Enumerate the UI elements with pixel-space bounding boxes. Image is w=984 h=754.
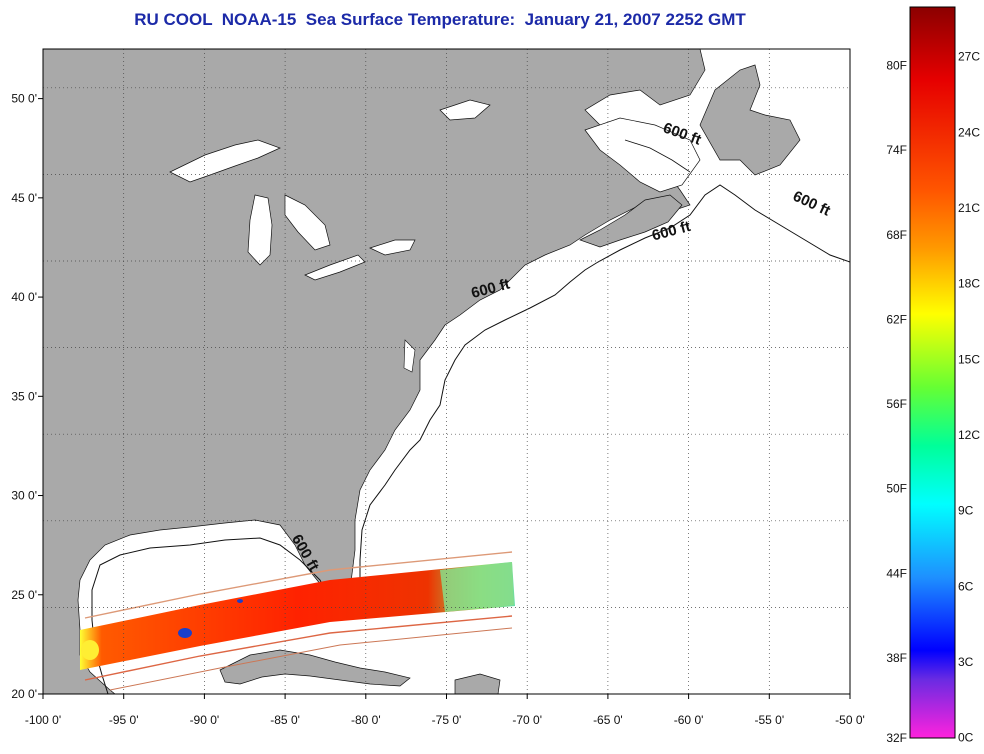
lon-tick-label: -90 0' — [190, 713, 220, 727]
nova-scotia-land — [579, 194, 683, 248]
lat-tick-label: 25 0' — [11, 588, 37, 602]
lat-tick-label: 30 0' — [11, 489, 37, 503]
colorbar-c-label: 21C — [958, 201, 980, 215]
colorbar-f-label: 62F — [886, 312, 907, 326]
map-graticule — [43, 49, 850, 694]
colorbar-c-label: 12C — [958, 428, 980, 442]
lake-ontario — [369, 239, 416, 256]
lat-tick-label: 35 0' — [11, 389, 37, 403]
latitude-ticks: 20 0' 25 0' 30 0' 35 0' 40 0' 45 0' 50 0' — [11, 92, 43, 701]
sst-cold-patch-small — [237, 599, 243, 603]
longitude-ticks: -100 0' -95 0' -90 0' -85 0' -80 0' -75 0' -70… — [25, 694, 865, 727]
colorbar: 80F 74F 68F 62F 56F 50F 44F 38F 32F 27C 24C 21C 18C… — [886, 6, 980, 745]
sst-swath-fringe-bottom2 — [109, 627, 513, 691]
colorbar-c-label: 3C — [958, 655, 974, 669]
colorbar-gradient — [909, 6, 956, 739]
hudson-bay-lakes — [439, 99, 491, 121]
lake-erie — [304, 254, 366, 281]
colorbar-f-label: 44F — [886, 566, 907, 580]
sst-swath-band — [80, 562, 515, 670]
lon-tick-label: -70 0' — [512, 713, 542, 727]
colorbar-c-label: 27C — [958, 50, 980, 64]
colorbar-f-label: 50F — [886, 482, 907, 496]
colorbar-fahrenheit-labels: 80F 74F 68F 62F 56F 50F 44F 38F 32F — [886, 58, 907, 745]
lat-tick-label: 50 0' — [11, 92, 37, 106]
gulf-st-lawrence — [584, 117, 701, 193]
colorbar-f-label: 32F — [886, 731, 907, 745]
sst-cold-patch — [178, 628, 192, 638]
lat-tick-label: 40 0' — [11, 290, 37, 304]
colorbar-c-label: 15C — [958, 352, 980, 366]
colorbar-f-label: 56F — [886, 397, 907, 411]
lon-tick-label: -85 0' — [270, 713, 300, 727]
colorbar-f-label: 38F — [886, 651, 907, 665]
lon-tick-label: -55 0' — [754, 713, 784, 727]
colorbar-c-label: 9C — [958, 504, 974, 518]
lon-tick-label: -75 0' — [432, 713, 462, 727]
colorbar-f-label: 68F — [886, 228, 907, 242]
lake-huron — [284, 194, 331, 251]
colorbar-c-label: 6C — [958, 579, 974, 593]
sst-warm-yellow — [81, 640, 99, 660]
isobath-600ft-north — [359, 184, 850, 580]
lake-michigan — [247, 194, 273, 266]
great-lakes — [169, 99, 491, 281]
lon-tick-label: -60 0' — [674, 713, 704, 727]
colorbar-c-label: 0C — [958, 731, 974, 745]
sst-swath — [80, 551, 515, 691]
lake-superior — [169, 139, 281, 183]
lon-tick-label: -80 0' — [351, 713, 381, 727]
lon-tick-label: -65 0' — [593, 713, 623, 727]
sst-swath-fringe-bottom — [84, 615, 513, 681]
colorbar-f-label: 74F — [886, 143, 907, 157]
lon-tick-label: -100 0' — [25, 713, 61, 727]
colorbar-c-label: 18C — [958, 277, 980, 291]
map-title: RU COOL NOAA-15 Sea Surface Temperature:… — [134, 10, 746, 29]
lon-tick-label: -95 0' — [109, 713, 139, 727]
colorbar-c-label: 24C — [958, 125, 980, 139]
chesapeake-bay — [403, 339, 416, 373]
colorbar-celsius-labels: 27C 24C 21C 18C 15C 12C 9C 6C 3C 0C — [958, 50, 980, 745]
hispaniola-land — [454, 673, 501, 694]
lon-tick-label: -50 0' — [835, 713, 865, 727]
colorbar-f-label: 80F — [886, 58, 907, 72]
sst-swath-edge-green — [440, 562, 514, 612]
lat-tick-label: 45 0' — [11, 191, 37, 205]
isobath-600ft-lawrence — [624, 139, 691, 173]
lat-tick-label: 20 0' — [11, 687, 37, 701]
sst-swath-fringe-top — [84, 551, 513, 619]
newfoundland-land — [699, 64, 801, 176]
